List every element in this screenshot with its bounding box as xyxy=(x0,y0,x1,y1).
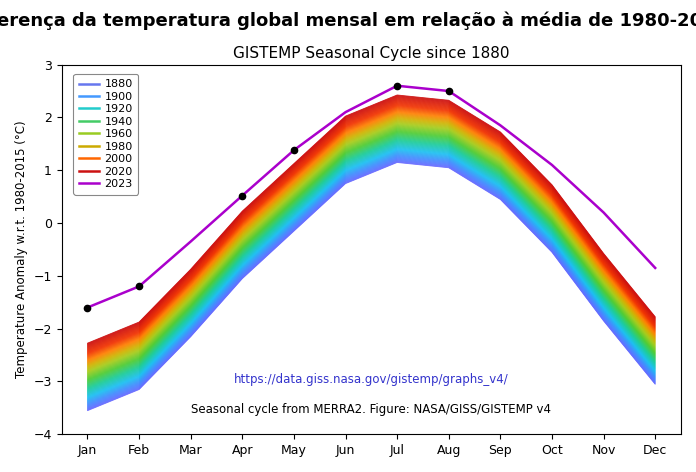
Text: Diferença da temperatura global mensal em relação à média de 1980-2015: Diferença da temperatura global mensal e… xyxy=(0,12,696,30)
Text: Seasonal cycle from MERRA2. Figure: NASA/GISS/GISTEMP v4: Seasonal cycle from MERRA2. Figure: NASA… xyxy=(191,403,551,416)
Legend: 1880, 1900, 1920, 1940, 1960, 1980, 2000, 2020, 2023: 1880, 1900, 1920, 1940, 1960, 1980, 2000… xyxy=(73,74,139,194)
Text: https://data.giss.nasa.gov/gistemp/graphs_v4/: https://data.giss.nasa.gov/gistemp/graph… xyxy=(234,373,509,386)
Title: GISTEMP Seasonal Cycle since 1880: GISTEMP Seasonal Cycle since 1880 xyxy=(233,46,509,61)
Y-axis label: Temperature Anomaly w.r.t. 1980-2015 (°C): Temperature Anomaly w.r.t. 1980-2015 (°C… xyxy=(15,121,28,378)
